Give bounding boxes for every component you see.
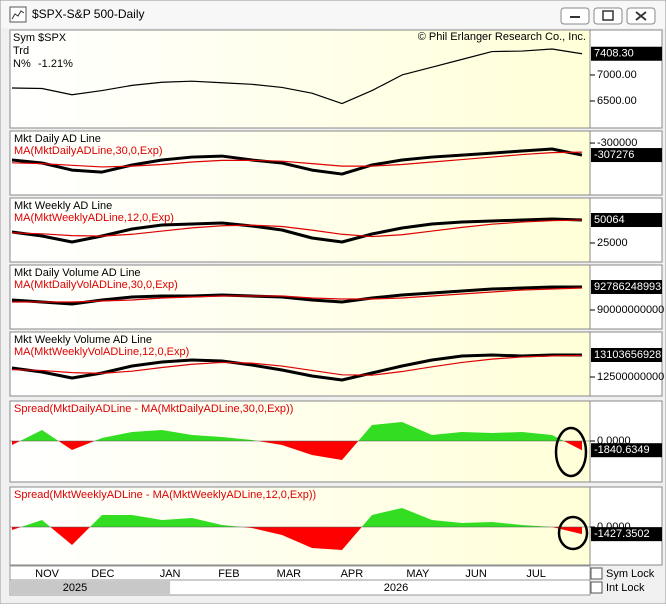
spread-area (12, 508, 582, 550)
value-axis (589, 130, 663, 196)
series-line (11, 151, 583, 168)
tick-label: -300000 (597, 137, 637, 149)
series-line (11, 217, 583, 244)
int-lock-label: Int Lock (606, 582, 645, 594)
trd-label: Trd (13, 45, 29, 57)
series-line (11, 219, 583, 238)
year-label: 2025 (63, 582, 87, 594)
value-axis (589, 197, 663, 263)
last-value-label: 13103656928 (594, 349, 661, 361)
last-value-label: -307276 (594, 149, 634, 161)
annotation-circle (557, 515, 589, 551)
n-value: -1.21% (38, 58, 73, 70)
last-value-box (591, 443, 662, 458)
last-value-box (591, 279, 662, 294)
sym-lock-checkbox[interactable] (590, 567, 603, 580)
last-value-box (591, 148, 662, 163)
date-label: MAY (406, 568, 430, 580)
last-value-box (591, 213, 662, 228)
sym-value: $SPX (38, 32, 67, 44)
last-value-label: 50064 (594, 214, 625, 226)
copyright: © Phil Erlanger Research Co., Inc. (418, 31, 586, 43)
series-line (11, 147, 583, 176)
maximize-icon (602, 10, 614, 21)
tick-label: 12500000000 (597, 371, 664, 383)
series-name: MA(MktDailyADLine,30,0,Exp) (14, 145, 163, 157)
last-value-box (591, 527, 662, 542)
year-band (11, 581, 171, 594)
tick-label: 25000 (597, 237, 628, 249)
series-line (11, 285, 583, 306)
last-value-box (591, 46, 662, 61)
tick-label: 7000.00 (597, 69, 637, 81)
app-icon (9, 6, 27, 23)
last-value-label: 92786248993 (594, 281, 661, 293)
value-axis (589, 264, 663, 330)
last-value-label: -1840.6349 (594, 444, 650, 456)
date-label: JUN (465, 568, 486, 580)
date-label: NOV (35, 568, 60, 580)
value-axis (589, 331, 663, 397)
maximize-button[interactable] (593, 7, 623, 25)
series-name: Mkt Weekly AD Line (14, 200, 112, 212)
panel-background (9, 197, 591, 263)
series-line (12, 287, 583, 303)
series-name: Mkt Daily AD Line (14, 133, 101, 145)
value-axis (589, 486, 663, 566)
series-name: MA(MktWeeklyVolADLine,12,0,Exp) (14, 346, 189, 358)
last-value-box (591, 348, 662, 363)
date-label: APR (341, 568, 364, 580)
panel-background (9, 29, 591, 129)
series-name: Spread(MktDailyADLine - MA(MktDailyADLin… (14, 403, 293, 415)
int-lock-checkbox[interactable] (590, 581, 603, 594)
year-label: 2026 (384, 582, 408, 594)
title-bar (1, 1, 665, 28)
series-name: Mkt Weekly Volume AD Line (14, 334, 152, 346)
series-name: MA(MktDailyVolADLine,30,0,Exp) (14, 279, 178, 291)
series-line (11, 353, 583, 382)
series-line (11, 354, 583, 376)
series-name: Mkt Daily Volume AD Line (14, 267, 141, 279)
n-label: N% (13, 58, 31, 70)
last-value-label: 7408.30 (594, 48, 634, 60)
date-label: MAR (277, 568, 302, 580)
sym-lock-label: Sym Lock (606, 568, 655, 580)
panel-background (9, 331, 591, 397)
window-title: $SPX-S&P 500-Daily (32, 7, 145, 21)
date-label: JUL (526, 568, 546, 580)
date-label: JAN (160, 568, 181, 580)
app-icon-graph (11, 10, 25, 20)
sym-label: Sym (13, 32, 35, 44)
close-icon (635, 11, 647, 21)
series-name: Spread(MktWeeklyADLine - MA(MktWeeklyADL… (14, 489, 316, 501)
series-name: MA(MktWeeklyADLine,12,0,Exp) (14, 212, 174, 224)
last-value-label: -1427.3502 (594, 528, 650, 540)
date-label: FEB (218, 568, 239, 580)
tick-label: 6500.00 (597, 95, 637, 107)
series-line (11, 48, 583, 105)
date-label: DEC (91, 568, 114, 580)
tick-label: 90000000000 (597, 304, 664, 316)
annotation-circle (554, 426, 588, 478)
value-axis (589, 29, 663, 129)
